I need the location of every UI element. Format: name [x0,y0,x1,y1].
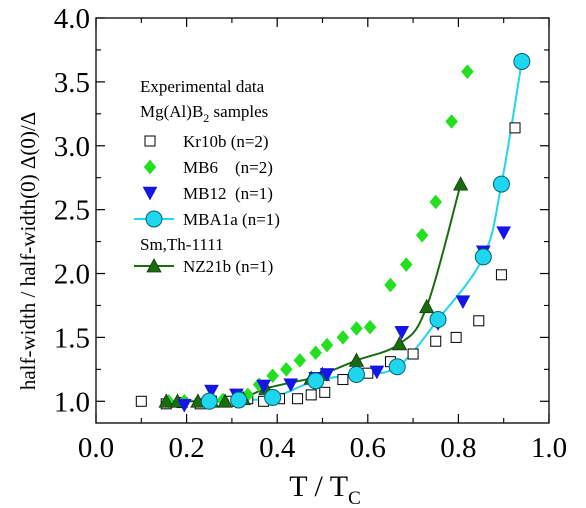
data-point [513,52,531,70]
legend-label: Kr10b (n=2) [183,132,269,151]
data-point [176,398,192,413]
data-markers [135,52,531,413]
y-tick-label: 1.0 [54,386,90,418]
legend-header: Mg(Al)B2 samples [140,102,268,125]
legend-label: NZ21b (n=1) [183,257,273,276]
data-point [256,379,272,394]
data-point [230,391,248,409]
data-point [455,295,471,310]
x-tick-label: 0.6 [350,432,386,464]
data-point [429,194,443,210]
legend-marker [143,159,157,175]
data-point [509,122,521,134]
data-point [264,388,282,406]
data-point [461,64,474,80]
data-point [293,353,307,368]
legend-marker [146,258,162,273]
data-point [319,386,331,398]
y-tick-label: 1.5 [54,322,90,354]
data-point [348,352,365,367]
y-axis-label: half-width / half-width(0) Δ(0)/Δ [16,112,40,390]
data-point [283,378,299,393]
data-point [452,176,469,191]
data-point [292,393,304,405]
data-point [394,326,410,340]
data-point [445,114,458,129]
data-point [399,257,413,272]
y-tick-label: 3.0 [54,131,90,163]
data-point [419,298,435,314]
y-axis-label-main: half-width / half-width(0) Δ(0)/Δ [16,112,40,390]
data-point [407,348,419,360]
x-tick-label: 0.0 [78,432,114,464]
data-point [337,374,349,386]
data-point [363,319,377,335]
data-point [200,392,218,410]
axis-ticks [95,17,550,423]
data-point [473,315,485,327]
data-point [430,335,442,347]
series-circle [200,52,531,410]
y-tick-label: 3.5 [54,67,90,99]
data-point [217,393,233,408]
legend-group-label: Sm,Th-1111 [140,235,224,254]
data-point [492,175,510,193]
data-point [319,368,335,382]
x-tick-label: 0.2 [168,432,204,464]
data-point [320,337,334,353]
legend-label: MB12 (n=1) [183,184,273,203]
x-axis-label: T / TC [289,470,361,508]
y-tick-label: 2.0 [54,259,90,291]
legend-marker [142,186,158,201]
data-point [496,226,512,241]
x-tick-label: 0.8 [440,432,476,464]
legend-marker [145,210,163,228]
data-point [279,361,293,377]
data-point [266,368,279,384]
legend-marker [144,135,156,147]
tick-labels: 0.0 0.2 0.4 0.6 0.8 1.0 1.0 1.5 2.0 2.5 3.0 3.5 4.0 [54,3,567,464]
y-tick-label: 2.5 [54,195,90,227]
x-axis-label-main: T / T [289,470,348,503]
data-point [158,393,174,408]
data-point [336,330,350,345]
data-point [474,248,492,266]
data-point [388,358,406,376]
data-point [369,365,385,380]
data-point [305,389,317,401]
data-point [495,269,507,281]
data-point [204,384,219,399]
data-point [307,372,325,390]
x-axis-label-sub: C [348,488,361,508]
data-point [309,345,323,361]
data-point [135,395,147,407]
y-tick-label: 4.0 [54,3,90,35]
data-point [350,321,363,336]
legend-label: MB6 (n=2) [183,158,273,177]
data-point [391,335,408,351]
data-point [450,331,462,343]
data-point [384,277,397,293]
x-tick-label: 0.4 [259,432,296,464]
data-point [415,227,429,243]
data-point [429,311,447,329]
data-point [347,365,365,383]
x-tick-label: 1.0 [531,432,567,464]
legend-label: MBA1a (n=1) [183,210,280,229]
legend-header: Experimental data [140,77,265,96]
legend: Experimental data Mg(Al)B2 samples Kr10b (… [134,77,280,276]
